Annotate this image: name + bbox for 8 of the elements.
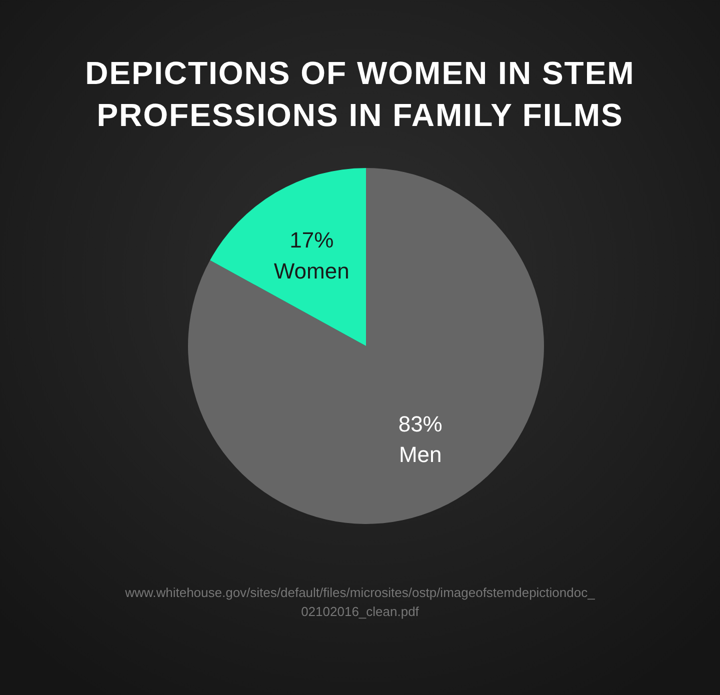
- text: www.whitehouse.gov/sites/default/files/microsites/ostp/imageofstemdepictiondoc_02102016_clean.pdf: [124, 585, 596, 619]
- data-label: 83%: [398, 411, 442, 436]
- pie-slice: [210, 168, 366, 346]
- slice-label: Men: [398, 442, 442, 468]
- pie-slice: [188, 168, 544, 524]
- chart-title: DEPICTIONS OF WOMEN IN STEM PROFESSIONS IN FAMILY FILMS: [85, 55, 635, 133]
- slice-label: Women: [274, 258, 350, 284]
- data-label: 17%: [290, 227, 334, 252]
